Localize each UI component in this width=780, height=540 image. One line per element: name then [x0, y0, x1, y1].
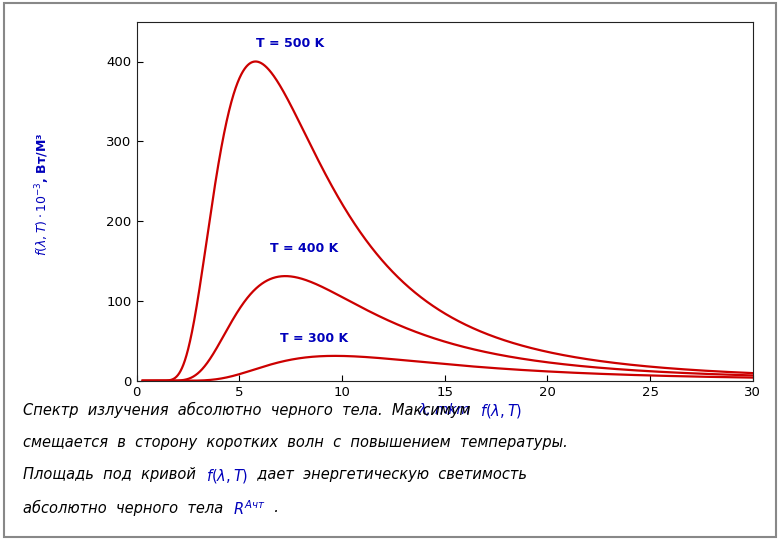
Text: $f(\lambda,T)$: $f(\lambda,T)$: [205, 467, 248, 485]
Text: .: .: [265, 500, 279, 515]
Text: Спектр  излучения  абсолютно  черного  тела.  Максимум: Спектр излучения абсолютно черного тела.…: [23, 402, 480, 418]
Text: дает  энергетическую  светимость: дает энергетическую светимость: [248, 467, 526, 482]
Text: смещается  в  сторону  коротких  волн  с  повышением  температуры.: смещается в сторону коротких волн с повы…: [23, 435, 568, 450]
Text: Площадь  под  кривой: Площадь под кривой: [23, 467, 205, 482]
Text: $f(\lambda,T)$: $f(\lambda,T)$: [480, 402, 523, 420]
Text: T = 500 K: T = 500 K: [256, 37, 324, 50]
Text: T = 400 K: T = 400 K: [270, 241, 339, 255]
Text: T = 300 K: T = 300 K: [280, 332, 349, 345]
X-axis label: λ, mkm: λ, mkm: [419, 403, 470, 417]
Text: $f(\lambda,T)\cdot10^{-3}$, Вт/М³: $f(\lambda,T)\cdot10^{-3}$, Вт/М³: [34, 133, 52, 256]
Text: абсолютно  черного  тела: абсолютно черного тела: [23, 500, 233, 516]
Text: $R^{Ачт}$: $R^{Ачт}$: [233, 500, 265, 518]
